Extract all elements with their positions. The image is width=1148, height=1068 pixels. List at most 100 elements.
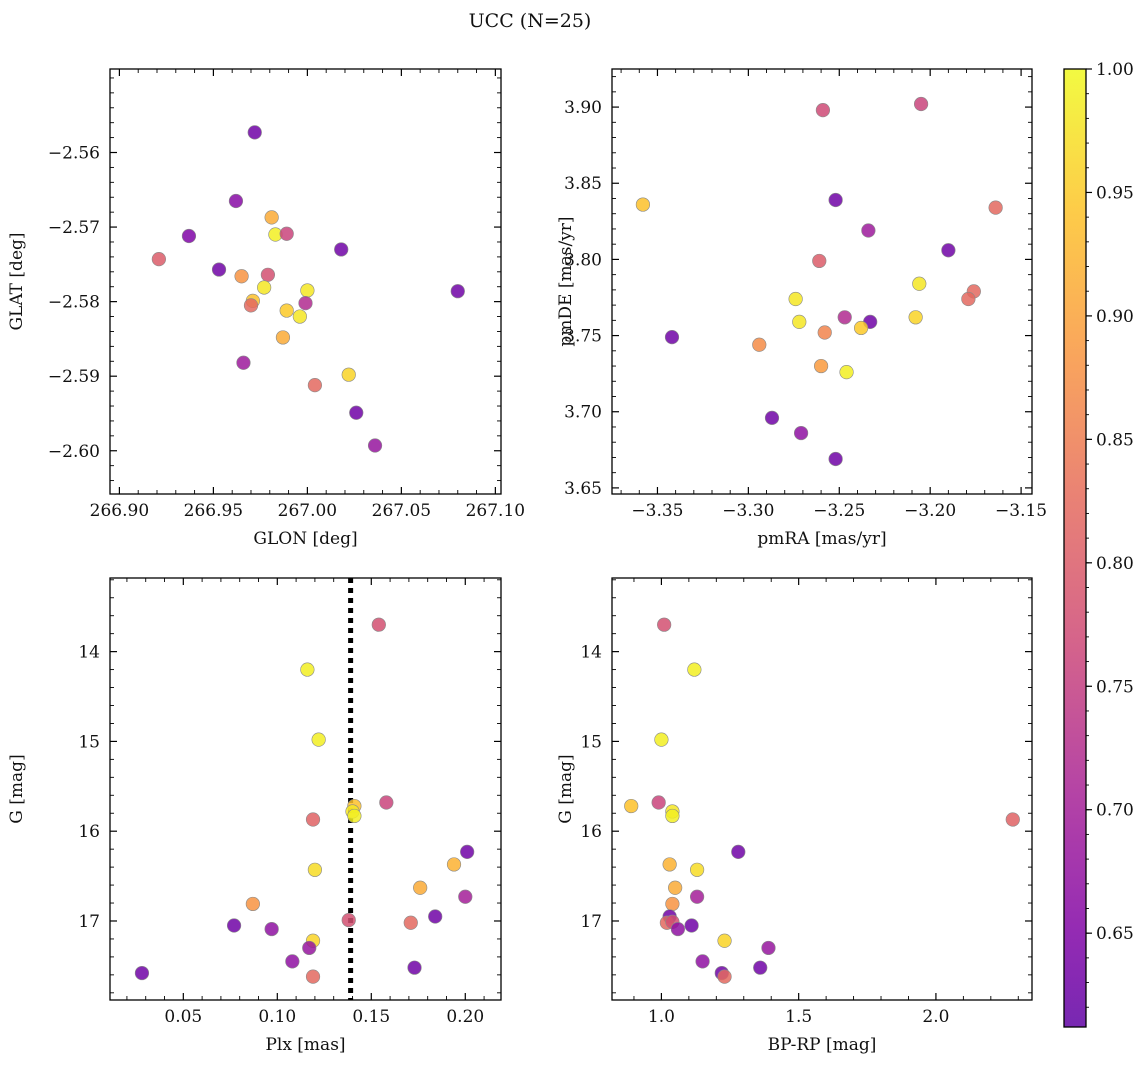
data-point: [311, 732, 326, 747]
y-tick-label: −2.58: [48, 293, 100, 313]
data-point: [961, 291, 976, 307]
y-tick-label: 3.90: [564, 98, 602, 118]
data-point: [813, 358, 829, 374]
axes-frame: [109, 68, 502, 495]
y-tick-label: 3.85: [564, 174, 602, 194]
data-point: [654, 732, 669, 747]
y-tick-label: −2.60: [48, 442, 100, 462]
data-point: [665, 896, 680, 912]
x-axis-label: pmRA [mas/yr]: [757, 529, 886, 549]
data-point: [349, 405, 364, 420]
ticks: [110, 578, 501, 1000]
x-tick-label: 266.95: [184, 501, 243, 521]
data-point: [257, 280, 272, 295]
colorbar-tick-label: 0.65: [1096, 924, 1134, 944]
x-tick-label: −3.35: [631, 501, 683, 521]
data-point: [243, 298, 259, 313]
data-point: [731, 844, 746, 859]
data-point: [305, 812, 321, 827]
axes-frame: [611, 577, 1033, 1001]
data-point: [684, 918, 699, 933]
data-point: [307, 862, 322, 877]
x-tick-label: 0.15: [352, 1007, 390, 1027]
data-point: [245, 896, 260, 912]
data-point: [247, 125, 262, 140]
data-point: [300, 283, 315, 298]
y-tick-label: 17: [580, 912, 602, 932]
x-tick-label: 0.05: [164, 1007, 202, 1027]
colorbar: 0.65 0.70 0.75 0.80 0.85 0.90 0.95 1.00: [1063, 60, 1134, 1028]
y-tick-label: 15: [78, 732, 100, 752]
subplot-panels: 266.90 266.95 267.00 267.05 267.10 −2.56 −2.57…: [7, 68, 1047, 1055]
data-point: [371, 617, 386, 632]
data-point: [717, 969, 732, 984]
data-point: [181, 228, 197, 244]
data-point: [279, 303, 294, 318]
data-point: [413, 880, 428, 895]
x-tick-label: 266.90: [90, 501, 149, 521]
scatter-points: [151, 125, 465, 453]
data-point: [285, 954, 300, 969]
y-tick-label: 3.70: [564, 403, 602, 423]
x-tick-label: −3.30: [722, 501, 774, 521]
data-point: [753, 960, 768, 975]
y-tick-label: 16: [78, 822, 100, 842]
data-point: [334, 242, 349, 257]
subplot-glon-glat: 266.90 266.95 267.00 267.05 267.10 −2.56 −2.57…: [7, 68, 525, 549]
ticks: [110, 69, 501, 494]
data-point: [941, 243, 956, 258]
x-axis-label: GLON [deg]: [253, 529, 357, 549]
data-point: [839, 365, 854, 380]
data-point: [367, 438, 383, 453]
data-point: [1005, 812, 1020, 827]
scatter-points: [635, 96, 1003, 467]
data-point: [815, 103, 831, 118]
x-axis-label: BP-RP [mag]: [768, 1035, 877, 1055]
y-axis-label: G [mag]: [556, 754, 576, 823]
data-point: [788, 291, 803, 307]
y-tick-label: 16: [580, 822, 602, 842]
data-point: [305, 969, 321, 984]
data-point: [264, 210, 279, 225]
scatter-points: [624, 617, 1020, 984]
x-axis-label: Plx [mas]: [265, 1035, 345, 1055]
data-point: [853, 320, 869, 336]
data-point: [450, 284, 465, 299]
x-tick-label: 2.0: [922, 1007, 949, 1027]
data-point: [687, 662, 702, 677]
data-point: [403, 915, 418, 930]
data-point: [151, 252, 166, 267]
y-tick-label: −2.56: [48, 144, 100, 164]
data-point: [861, 223, 876, 238]
y-axis-label: G [mag]: [7, 754, 27, 823]
axes-frame: [611, 68, 1033, 495]
data-point: [828, 451, 843, 467]
y-tick-label: 17: [78, 912, 100, 932]
data-point: [657, 617, 672, 632]
y-tick-label: −2.57: [48, 218, 100, 238]
data-point: [279, 226, 294, 241]
data-point: [662, 857, 677, 872]
data-point: [689, 862, 705, 877]
x-tick-label: 0.10: [258, 1007, 296, 1027]
axes-frame: [109, 577, 502, 1001]
data-point: [341, 367, 356, 382]
colorbar-tick-label: 0.70: [1096, 801, 1134, 821]
data-point: [228, 193, 244, 209]
data-point: [226, 918, 242, 933]
data-point: [134, 965, 150, 981]
x-tick-label: −3.20: [904, 501, 956, 521]
x-tick-label: 1.5: [785, 1007, 812, 1027]
data-point: [236, 355, 251, 370]
data-point: [635, 197, 651, 212]
y-tick-label: 3.80: [564, 250, 602, 270]
x-tick-label: 1.0: [648, 1007, 675, 1027]
data-point: [761, 940, 776, 956]
data-point: [913, 96, 929, 112]
data-point: [988, 200, 1003, 215]
data-point: [264, 921, 279, 937]
ticks: [612, 69, 1032, 494]
subplot-bprp-g: 1.0 1.5 2.0 14 15 16 17 BP-RP [mag] G [mag]: [556, 577, 1033, 1055]
data-point: [689, 889, 705, 904]
data-point: [817, 325, 832, 340]
